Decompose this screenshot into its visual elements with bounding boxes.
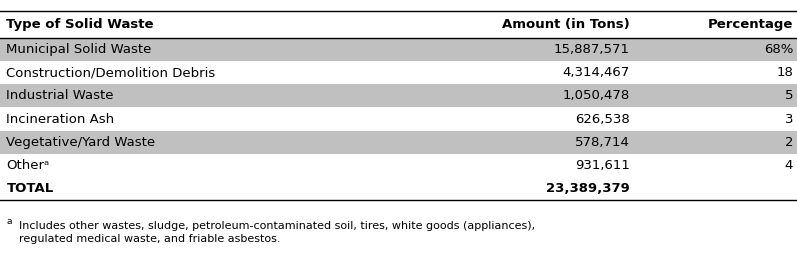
Text: 931,611: 931,611 bbox=[575, 159, 630, 172]
Text: Industrial Waste: Industrial Waste bbox=[6, 89, 114, 102]
Text: 1,050,478: 1,050,478 bbox=[563, 89, 630, 102]
Text: Municipal Solid Waste: Municipal Solid Waste bbox=[6, 43, 151, 56]
Text: a: a bbox=[6, 217, 12, 226]
Text: Otherᵃ: Otherᵃ bbox=[6, 159, 49, 172]
Text: Type of Solid Waste: Type of Solid Waste bbox=[6, 18, 154, 31]
Text: 68%: 68% bbox=[764, 43, 793, 56]
Text: Includes other wastes, sludge, petroleum-contaminated soil, tires, white goods (: Includes other wastes, sludge, petroleum… bbox=[19, 221, 536, 244]
Text: 23,389,379: 23,389,379 bbox=[546, 182, 630, 195]
Text: 15,887,571: 15,887,571 bbox=[554, 43, 630, 56]
Text: 18: 18 bbox=[776, 66, 793, 79]
Text: Construction/Demolition Debris: Construction/Demolition Debris bbox=[6, 66, 216, 79]
Text: Vegetative/Yard Waste: Vegetative/Yard Waste bbox=[6, 136, 155, 149]
Bar bbox=[0, 131, 797, 154]
Bar bbox=[0, 38, 797, 61]
Text: 578,714: 578,714 bbox=[575, 136, 630, 149]
Text: Amount (in Tons): Amount (in Tons) bbox=[502, 18, 630, 31]
Text: 4: 4 bbox=[784, 159, 793, 172]
Text: TOTAL: TOTAL bbox=[6, 182, 53, 195]
Text: Percentage: Percentage bbox=[708, 18, 793, 31]
Text: 5: 5 bbox=[784, 89, 793, 102]
Text: 626,538: 626,538 bbox=[575, 113, 630, 125]
Text: Incineration Ash: Incineration Ash bbox=[6, 113, 115, 125]
Text: 4,314,467: 4,314,467 bbox=[563, 66, 630, 79]
Bar bbox=[0, 84, 797, 108]
Text: 3: 3 bbox=[784, 113, 793, 125]
Text: 2: 2 bbox=[784, 136, 793, 149]
